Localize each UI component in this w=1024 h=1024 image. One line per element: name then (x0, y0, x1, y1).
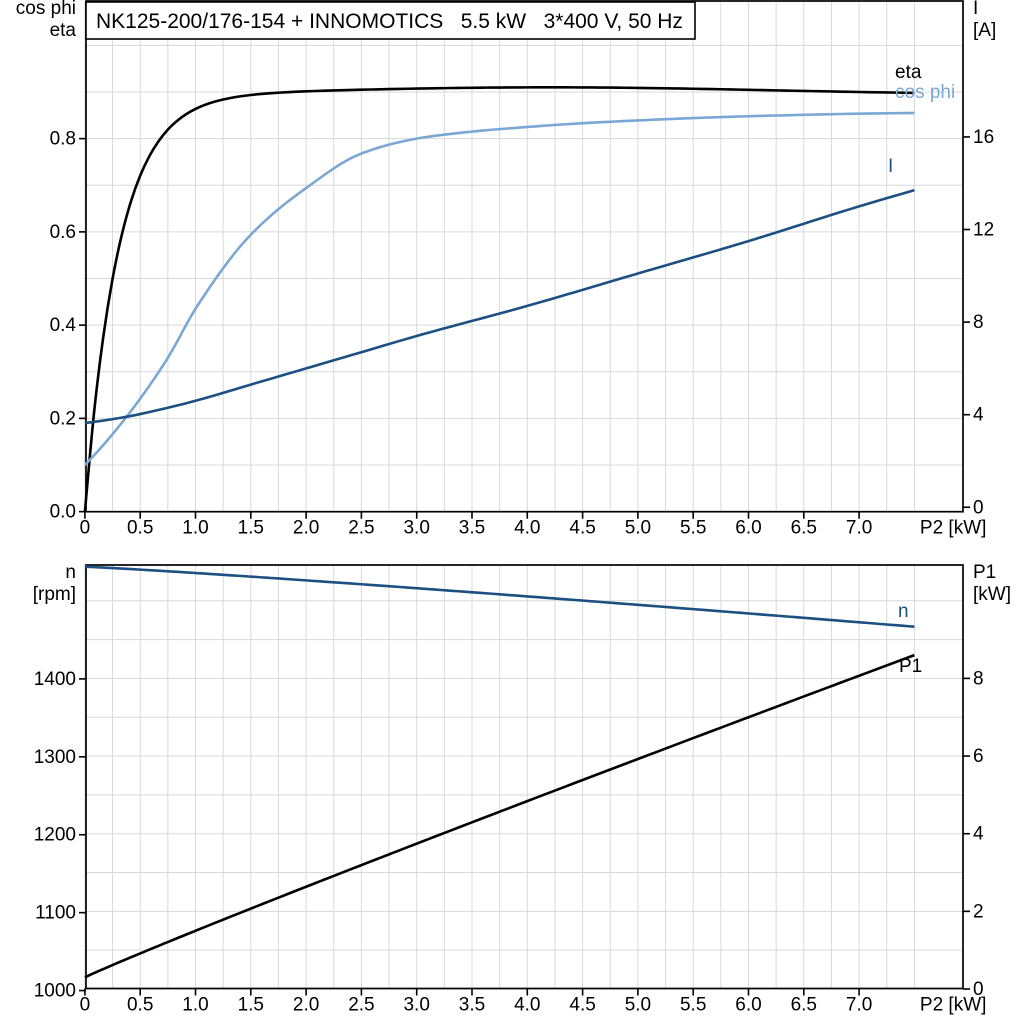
svg-text:1.0: 1.0 (182, 995, 208, 1016)
svg-text:5.0: 5.0 (625, 518, 651, 539)
svg-text:2.0: 2.0 (293, 518, 319, 539)
svg-text:3.5: 3.5 (459, 995, 485, 1016)
svg-text:3.0: 3.0 (403, 518, 429, 539)
svg-text:1100: 1100 (35, 903, 76, 924)
svg-text:P1: P1 (973, 562, 996, 583)
svg-text:0.8: 0.8 (50, 129, 76, 150)
svg-text:I: I (888, 156, 893, 177)
svg-text:2.0: 2.0 (293, 995, 319, 1016)
svg-text:2.5: 2.5 (348, 518, 374, 539)
svg-text:4.5: 4.5 (569, 995, 595, 1016)
svg-text:6.0: 6.0 (735, 995, 761, 1016)
svg-text:2.5: 2.5 (348, 995, 374, 1016)
svg-text:0: 0 (973, 979, 984, 1000)
svg-text:eta: eta (50, 20, 77, 41)
svg-text:0: 0 (80, 518, 91, 539)
svg-text:5.0: 5.0 (625, 995, 651, 1016)
svg-text:[rpm]: [rpm] (33, 584, 76, 605)
svg-text:16: 16 (973, 127, 994, 148)
svg-text:7.0: 7.0 (846, 518, 872, 539)
svg-text:[A]: [A] (973, 20, 996, 41)
svg-text:P1: P1 (899, 656, 922, 677)
svg-text:cos phi: cos phi (16, 0, 76, 19)
svg-text:6.5: 6.5 (791, 995, 817, 1016)
svg-text:0.5: 0.5 (127, 518, 153, 539)
svg-text:3.5: 3.5 (459, 518, 485, 539)
svg-text:6.0: 6.0 (735, 518, 761, 539)
svg-text:4: 4 (973, 824, 984, 845)
svg-text:I: I (973, 0, 978, 19)
svg-text:[kW]: [kW] (973, 584, 1011, 605)
svg-text:0.5: 0.5 (127, 995, 153, 1016)
svg-text:4.0: 4.0 (514, 518, 540, 539)
svg-text:eta: eta (895, 62, 922, 83)
svg-text:0.0: 0.0 (50, 502, 76, 523)
svg-text:6.5: 6.5 (791, 518, 817, 539)
svg-text:cos phi: cos phi (895, 82, 955, 103)
svg-text:1.5: 1.5 (238, 995, 264, 1016)
svg-text:1.5: 1.5 (238, 518, 264, 539)
svg-text:8: 8 (973, 668, 984, 689)
svg-text:4.0: 4.0 (514, 995, 540, 1016)
svg-text:n: n (65, 562, 76, 583)
svg-text:1200: 1200 (34, 825, 76, 846)
svg-text:0: 0 (80, 995, 91, 1016)
svg-text:1000: 1000 (34, 981, 76, 1002)
svg-text:7.0: 7.0 (846, 995, 872, 1016)
svg-text:NK125-200/176-154 + INNOMOTICS: NK125-200/176-154 + INNOMOTICS 5.5 kW 3*… (96, 10, 683, 33)
svg-text:n: n (898, 601, 909, 622)
svg-text:5.5: 5.5 (680, 518, 706, 539)
svg-text:0.2: 0.2 (50, 408, 76, 429)
svg-text:12: 12 (973, 220, 994, 241)
svg-text:1.0: 1.0 (182, 518, 208, 539)
svg-text:1400: 1400 (34, 669, 76, 690)
svg-text:1300: 1300 (34, 747, 76, 768)
svg-text:6: 6 (973, 746, 984, 767)
svg-text:4: 4 (973, 405, 984, 426)
svg-text:8: 8 (973, 312, 984, 333)
svg-text:0.4: 0.4 (50, 315, 77, 336)
svg-text:4.5: 4.5 (569, 518, 595, 539)
svg-text:P2 [kW]: P2 [kW] (920, 518, 987, 539)
svg-text:5.5: 5.5 (680, 995, 706, 1016)
svg-text:3.0: 3.0 (403, 995, 429, 1016)
svg-text:0: 0 (973, 497, 984, 518)
svg-text:2: 2 (973, 901, 984, 922)
svg-text:0.6: 0.6 (50, 222, 76, 243)
